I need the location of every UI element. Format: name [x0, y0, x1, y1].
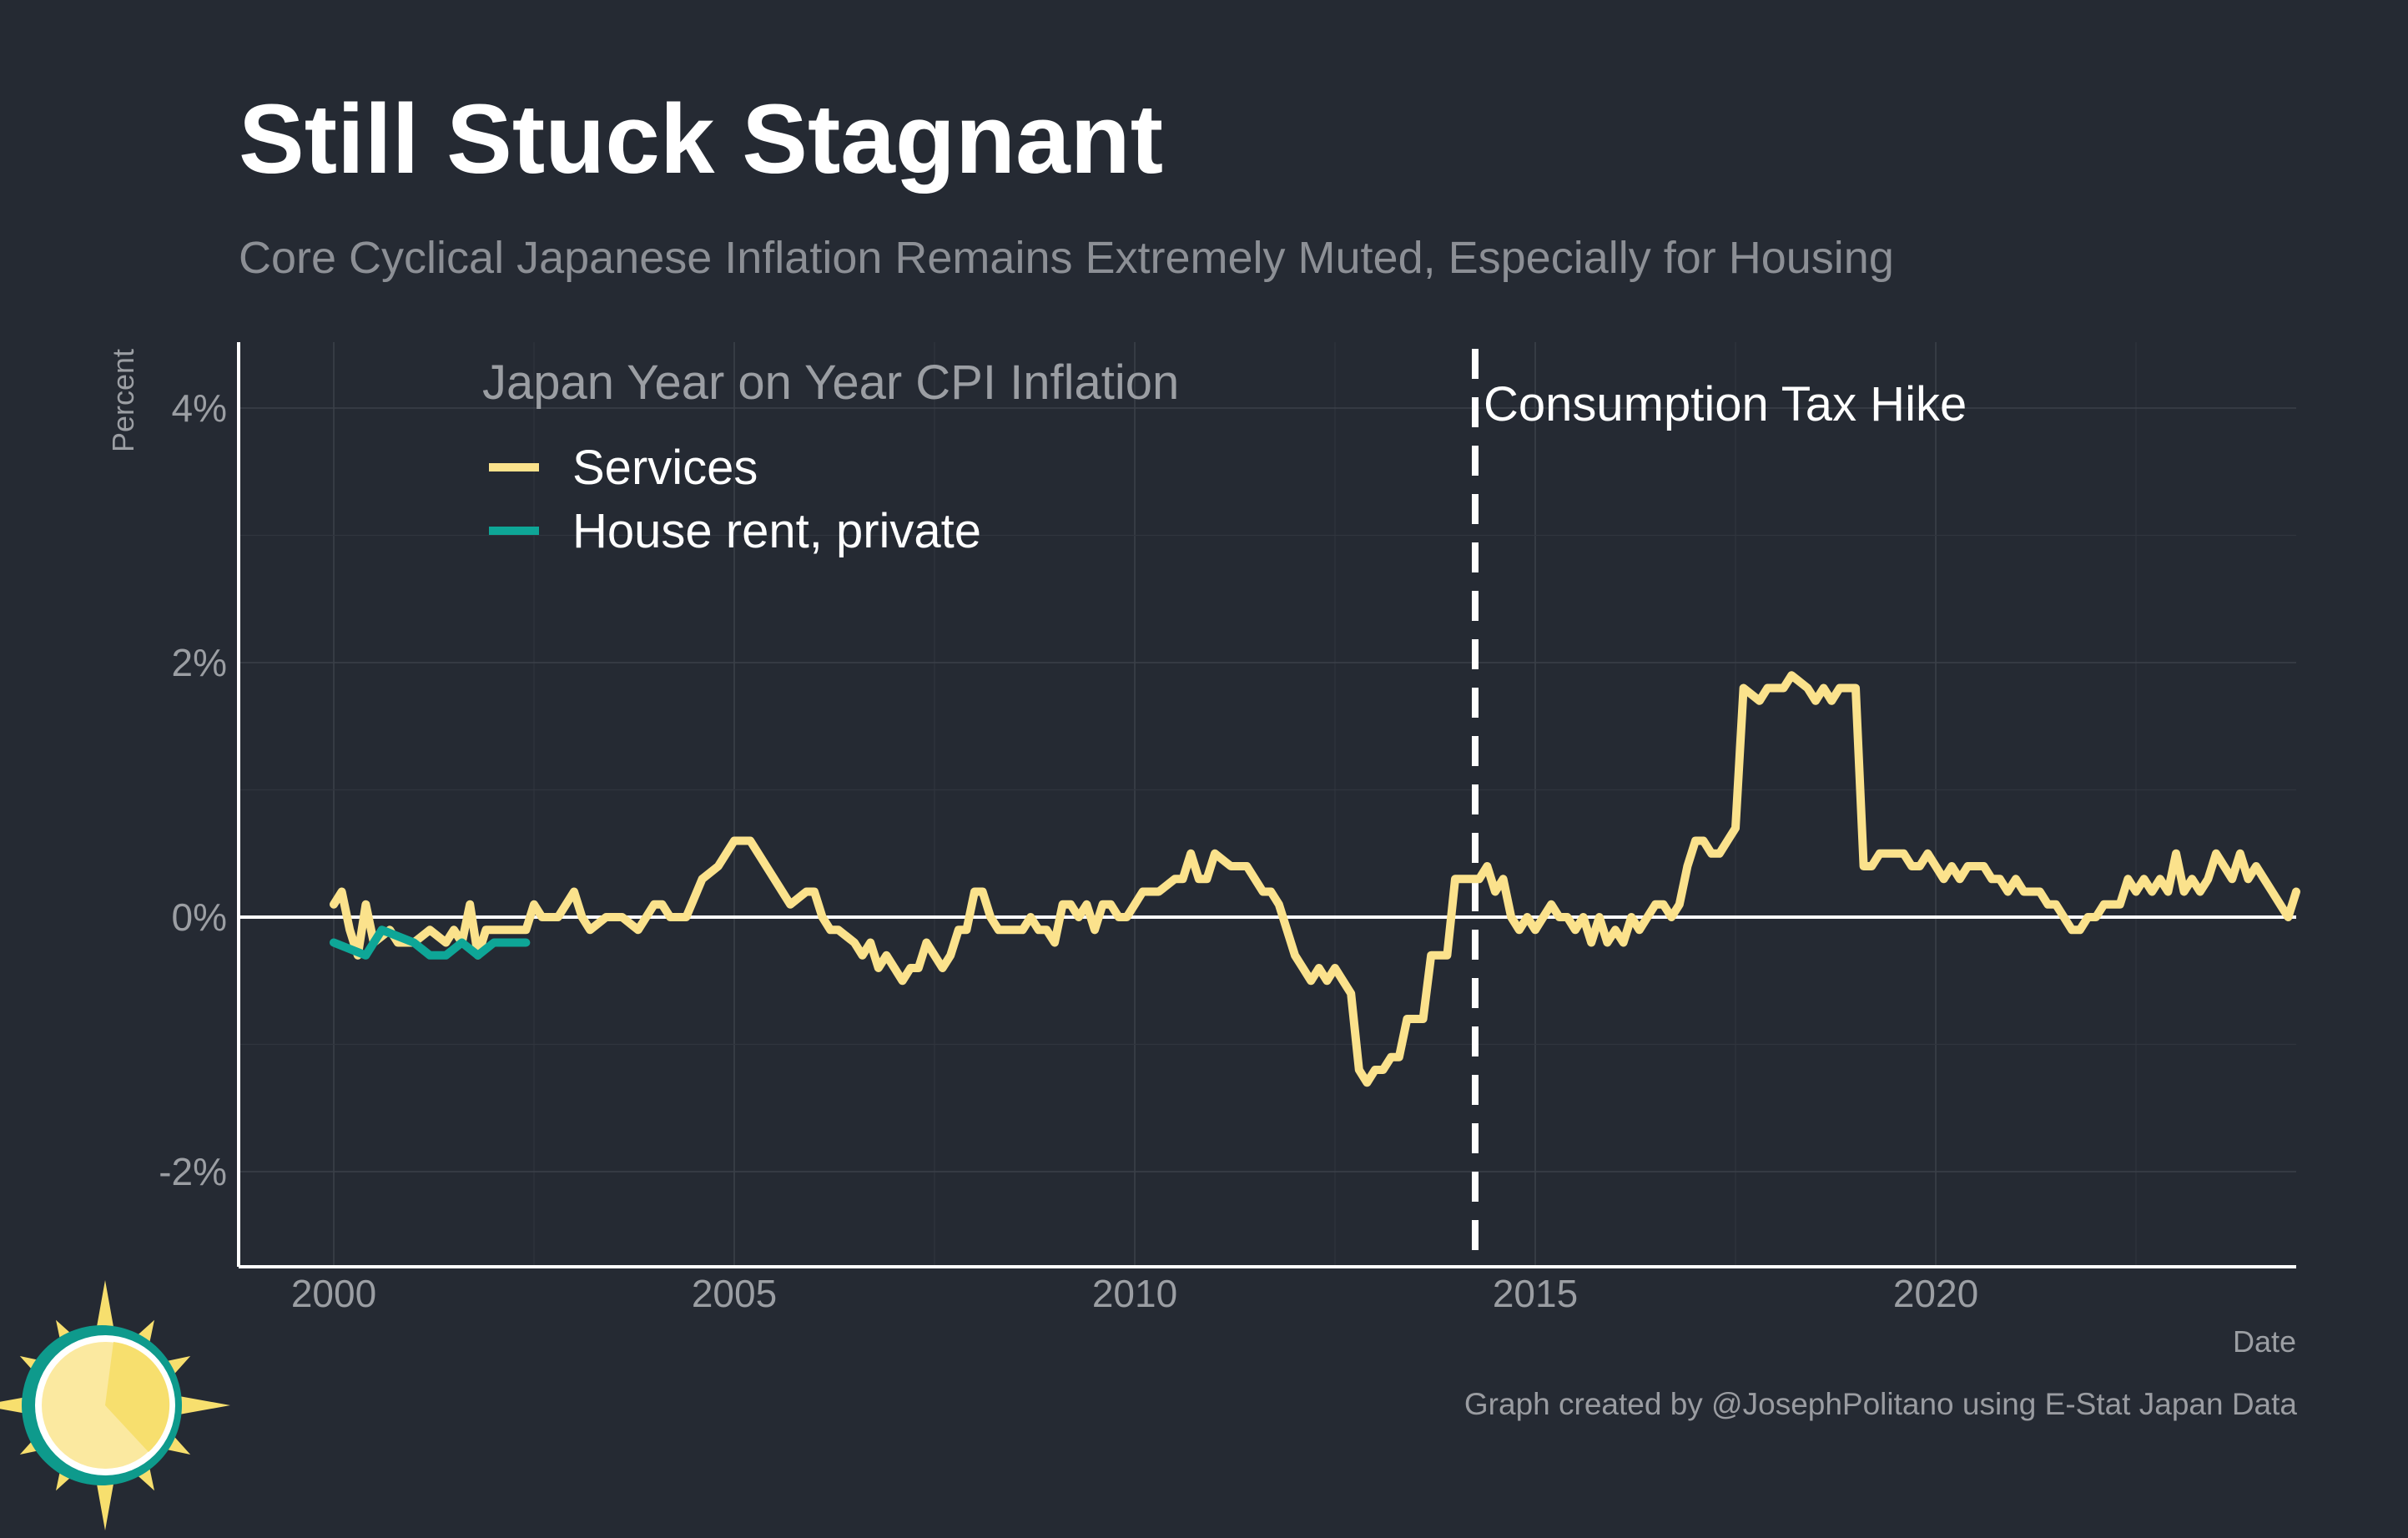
x-tick-label: 2000: [291, 1272, 376, 1315]
y-tick-label: 4%: [172, 386, 227, 430]
x-axis-title: Date: [2233, 1324, 2296, 1359]
x-tick-label: 2005: [692, 1272, 777, 1315]
sun-logo-icon: [0, 1280, 230, 1530]
x-tick-label: 2020: [1893, 1272, 1978, 1315]
y-tick-label: -2%: [159, 1150, 227, 1193]
source-caption: Graph created by @JosephPolitano using E…: [1463, 1387, 2297, 1421]
y-axis-title: Percent: [106, 349, 140, 452]
series-line-house-rent: [330, 925, 531, 960]
x-tick-label: 2015: [1493, 1272, 1578, 1315]
chart-title: Still Stuck Stagnant: [239, 84, 1164, 194]
series-line-services: [330, 671, 2300, 1087]
y-tick-label: 2%: [172, 641, 227, 684]
tax-hike-label: Consumption Tax Hike: [1484, 377, 1967, 431]
y-tick-label: 0%: [172, 895, 227, 939]
chart-subtitle: Core Cyclical Japanese Inflation Remains…: [239, 233, 1894, 283]
x-tick-label: 2010: [1092, 1272, 1177, 1315]
legend-label: Services: [572, 441, 758, 495]
legend-title: Japan Year on Year CPI Inflation: [482, 356, 1179, 410]
legend-label: House rent, private: [572, 504, 981, 558]
